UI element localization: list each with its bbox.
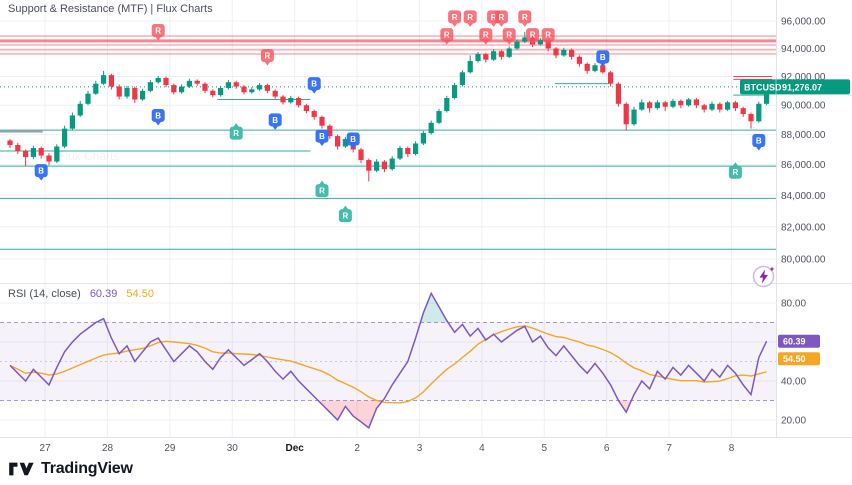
support-resistance-lines — [0, 35, 776, 250]
svg-text:2: 2 — [354, 443, 360, 454]
flux-watermark: Flux Charts — [58, 149, 119, 163]
svg-text:BTCUSD: BTCUSD — [744, 82, 782, 92]
svg-text:90,000.00: 90,000.00 — [781, 101, 826, 112]
svg-text:4: 4 — [479, 443, 485, 454]
rsi-legend-label: RSI (14, close) — [8, 288, 81, 300]
svg-text:B: B — [38, 167, 44, 176]
svg-text:R: R — [506, 31, 512, 40]
rsi-layer — [9, 291, 768, 429]
last-price-badge: BTCUSD 91,276.07 — [740, 79, 850, 95]
tradingview-mark-icon — [9, 462, 34, 476]
svg-text:3: 3 — [417, 443, 423, 454]
svg-text:R: R — [319, 187, 325, 196]
svg-text:29: 29 — [164, 443, 176, 454]
svg-text:80,000.00: 80,000.00 — [781, 255, 826, 266]
svg-text:Dec: Dec — [286, 443, 305, 454]
svg-text:7: 7 — [666, 443, 672, 454]
grid-layer — [0, 0, 776, 437]
svg-text:5: 5 — [542, 443, 548, 454]
svg-text:R: R — [444, 31, 450, 40]
svg-text:96,000.00: 96,000.00 — [781, 16, 826, 27]
tradingview-brand-text: TradingView — [41, 460, 133, 477]
svg-text:94,000.00: 94,000.00 — [781, 44, 826, 55]
svg-text:54.50: 54.50 — [783, 354, 806, 364]
flux-lightning-icon[interactable] — [751, 263, 777, 289]
svg-text:R: R — [343, 212, 349, 221]
svg-text:R: R — [530, 31, 536, 40]
svg-text:R: R — [733, 168, 739, 177]
svg-text:B: B — [319, 132, 325, 141]
svg-text:R: R — [233, 129, 239, 138]
svg-text:91,276.07: 91,276.07 — [782, 82, 822, 92]
candles-layer — [7, 31, 770, 182]
svg-text:92,000.00: 92,000.00 — [781, 72, 826, 83]
svg-text:88,000.00: 88,000.00 — [781, 130, 826, 141]
svg-text:R: R — [265, 51, 271, 60]
svg-text:R: R — [155, 27, 161, 36]
svg-text:27: 27 — [40, 443, 52, 454]
rsi-value: 60.39 — [89, 288, 118, 300]
rsi-legend[interactable]: RSI (14, close) 60.39 54.50 — [8, 288, 154, 300]
indicator-title[interactable]: Support & Resistance (MTF) | Flux Charts — [8, 3, 213, 15]
svg-text:R: R — [522, 13, 528, 22]
svg-text:R: R — [467, 13, 473, 22]
svg-text:B: B — [272, 116, 278, 125]
svg-text:60.39: 60.39 — [783, 336, 806, 346]
svg-text:82,000.00: 82,000.00 — [781, 222, 826, 233]
svg-text:B: B — [350, 135, 356, 144]
svg-text:84,000.00: 84,000.00 — [781, 191, 826, 202]
tradingview-logo[interactable]: TradingView — [8, 460, 133, 478]
svg-text:R: R — [499, 13, 505, 22]
rsi-band — [0, 322, 776, 401]
svg-text:8: 8 — [729, 443, 735, 454]
svg-text:B: B — [756, 137, 762, 146]
rsi-ma-value: 54.50 — [126, 288, 154, 300]
svg-text:30: 30 — [227, 443, 239, 454]
svg-text:6: 6 — [604, 443, 610, 454]
rsi-value-badges: 60.39 54.50 — [778, 334, 820, 366]
svg-text:28: 28 — [102, 443, 114, 454]
svg-text:R: R — [452, 13, 458, 22]
pane-separators — [0, 0, 852, 438]
svg-text:80.00: 80.00 — [781, 299, 806, 310]
svg-text:R: R — [483, 31, 489, 40]
svg-text:B: B — [155, 111, 161, 120]
svg-text:B: B — [311, 80, 317, 89]
svg-text:R: R — [491, 13, 497, 22]
svg-text:40.00: 40.00 — [781, 377, 806, 388]
svg-text:B: B — [600, 53, 606, 62]
svg-text:86,000.00: 86,000.00 — [781, 160, 826, 171]
svg-text:R: R — [545, 31, 551, 40]
svg-text:20.00: 20.00 — [781, 416, 806, 427]
axis-labels[interactable]: 96,000.00 94,000.00 92,000.00 90,000.00 88,0… — [40, 16, 826, 454]
